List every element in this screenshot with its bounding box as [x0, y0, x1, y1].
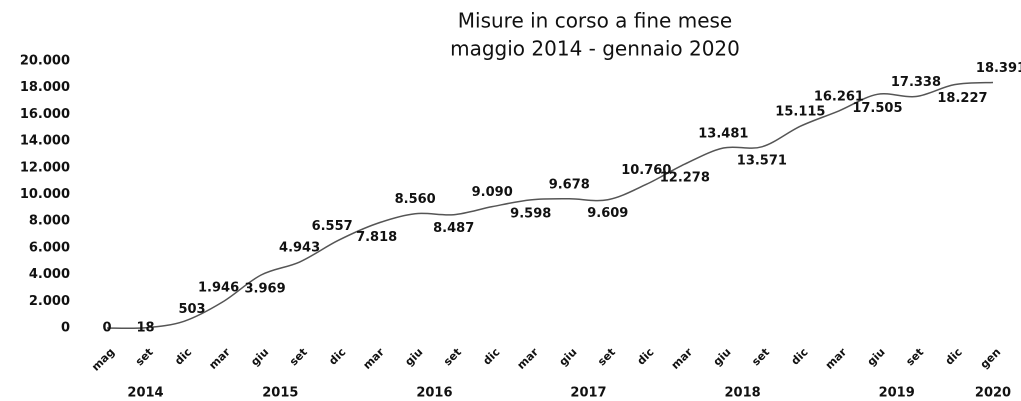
data-label: 17.505	[852, 101, 902, 116]
y-tick-label: 20.000	[20, 54, 70, 69]
y-tick-label: 4.000	[29, 267, 70, 282]
year-label: 2015	[262, 386, 298, 401]
data-label: 9.090	[472, 185, 513, 200]
x-tick-label: dic	[943, 346, 965, 368]
data-label: 15.115	[775, 105, 825, 120]
x-tick-label: mar	[823, 345, 850, 372]
chart-subtitle: maggio 2014 - gennaio 2020	[450, 37, 740, 61]
x-tick-label: set	[595, 346, 618, 369]
y-tick-label: 18.000	[20, 80, 70, 95]
x-tick-label: mar	[361, 345, 388, 372]
year-label: 2018	[725, 386, 761, 401]
y-tick-label: 14.000	[20, 134, 70, 149]
data-label: 18	[136, 320, 154, 335]
y-tick-label: 8.000	[29, 214, 70, 229]
year-label: 2020	[975, 386, 1011, 401]
data-label: 12.278	[660, 171, 710, 186]
x-tick-label: set	[133, 346, 156, 369]
x-tick-label: dic	[480, 346, 502, 368]
x-tick-label: mar	[515, 345, 542, 372]
x-tick-label: set	[903, 346, 926, 369]
data-label: 3.969	[245, 282, 286, 297]
year-label: 2017	[570, 386, 606, 401]
year-label: 2014	[127, 386, 163, 401]
x-tick-label: dic	[326, 346, 348, 368]
x-tick-label: giu	[402, 346, 425, 369]
y-tick-label: 2.000	[29, 294, 70, 309]
data-label: 8.487	[433, 221, 474, 236]
y-tick-label: 10.000	[20, 187, 70, 202]
year-label: 2016	[416, 386, 452, 401]
data-label: 9.678	[549, 177, 590, 192]
data-label: 17.338	[891, 75, 941, 90]
data-label: 10.760	[621, 163, 671, 178]
series-line	[106, 81, 994, 330]
data-label: 18.227	[937, 91, 987, 106]
x-tick-label: dic	[172, 346, 194, 368]
year-label: 2019	[879, 386, 915, 401]
x-tick-label: gen	[978, 346, 1004, 372]
y-tick-label: 6.000	[29, 240, 70, 255]
y-tick-label: 0	[61, 321, 70, 336]
data-label: 16.261	[814, 89, 864, 104]
data-label: 8.560	[395, 192, 436, 207]
data-label: 503	[178, 302, 205, 317]
chart-title: Misure in corso a fine mese	[458, 9, 732, 33]
data-label: 13.571	[737, 153, 787, 168]
data-label: 13.481	[698, 127, 748, 142]
x-tick-label: dic	[635, 346, 657, 368]
data-label: 1.946	[198, 281, 239, 296]
x-tick-label: giu	[557, 346, 580, 369]
data-label: 18.391	[976, 61, 1021, 76]
y-tick-label: 12.000	[20, 160, 70, 175]
x-tick-label: giu	[248, 346, 271, 369]
x-tick-label: set	[441, 346, 464, 369]
x-tick-label: dic	[789, 346, 811, 368]
x-tick-label: mar	[206, 345, 233, 372]
x-tick-label: giu	[711, 346, 734, 369]
x-tick-label: mar	[669, 345, 696, 372]
x-tick-label: set	[749, 346, 772, 369]
data-label: 0	[102, 321, 111, 336]
x-tick-label: set	[287, 346, 310, 369]
x-tick-label: giu	[865, 346, 888, 369]
data-label: 6.557	[312, 219, 353, 234]
data-label: 9.609	[587, 206, 628, 221]
y-tick-label: 16.000	[20, 107, 70, 122]
x-tick-label: mag	[89, 346, 117, 374]
data-label: 4.943	[279, 241, 320, 256]
data-label: 9.598	[510, 206, 551, 221]
data-label: 7.818	[356, 230, 397, 245]
